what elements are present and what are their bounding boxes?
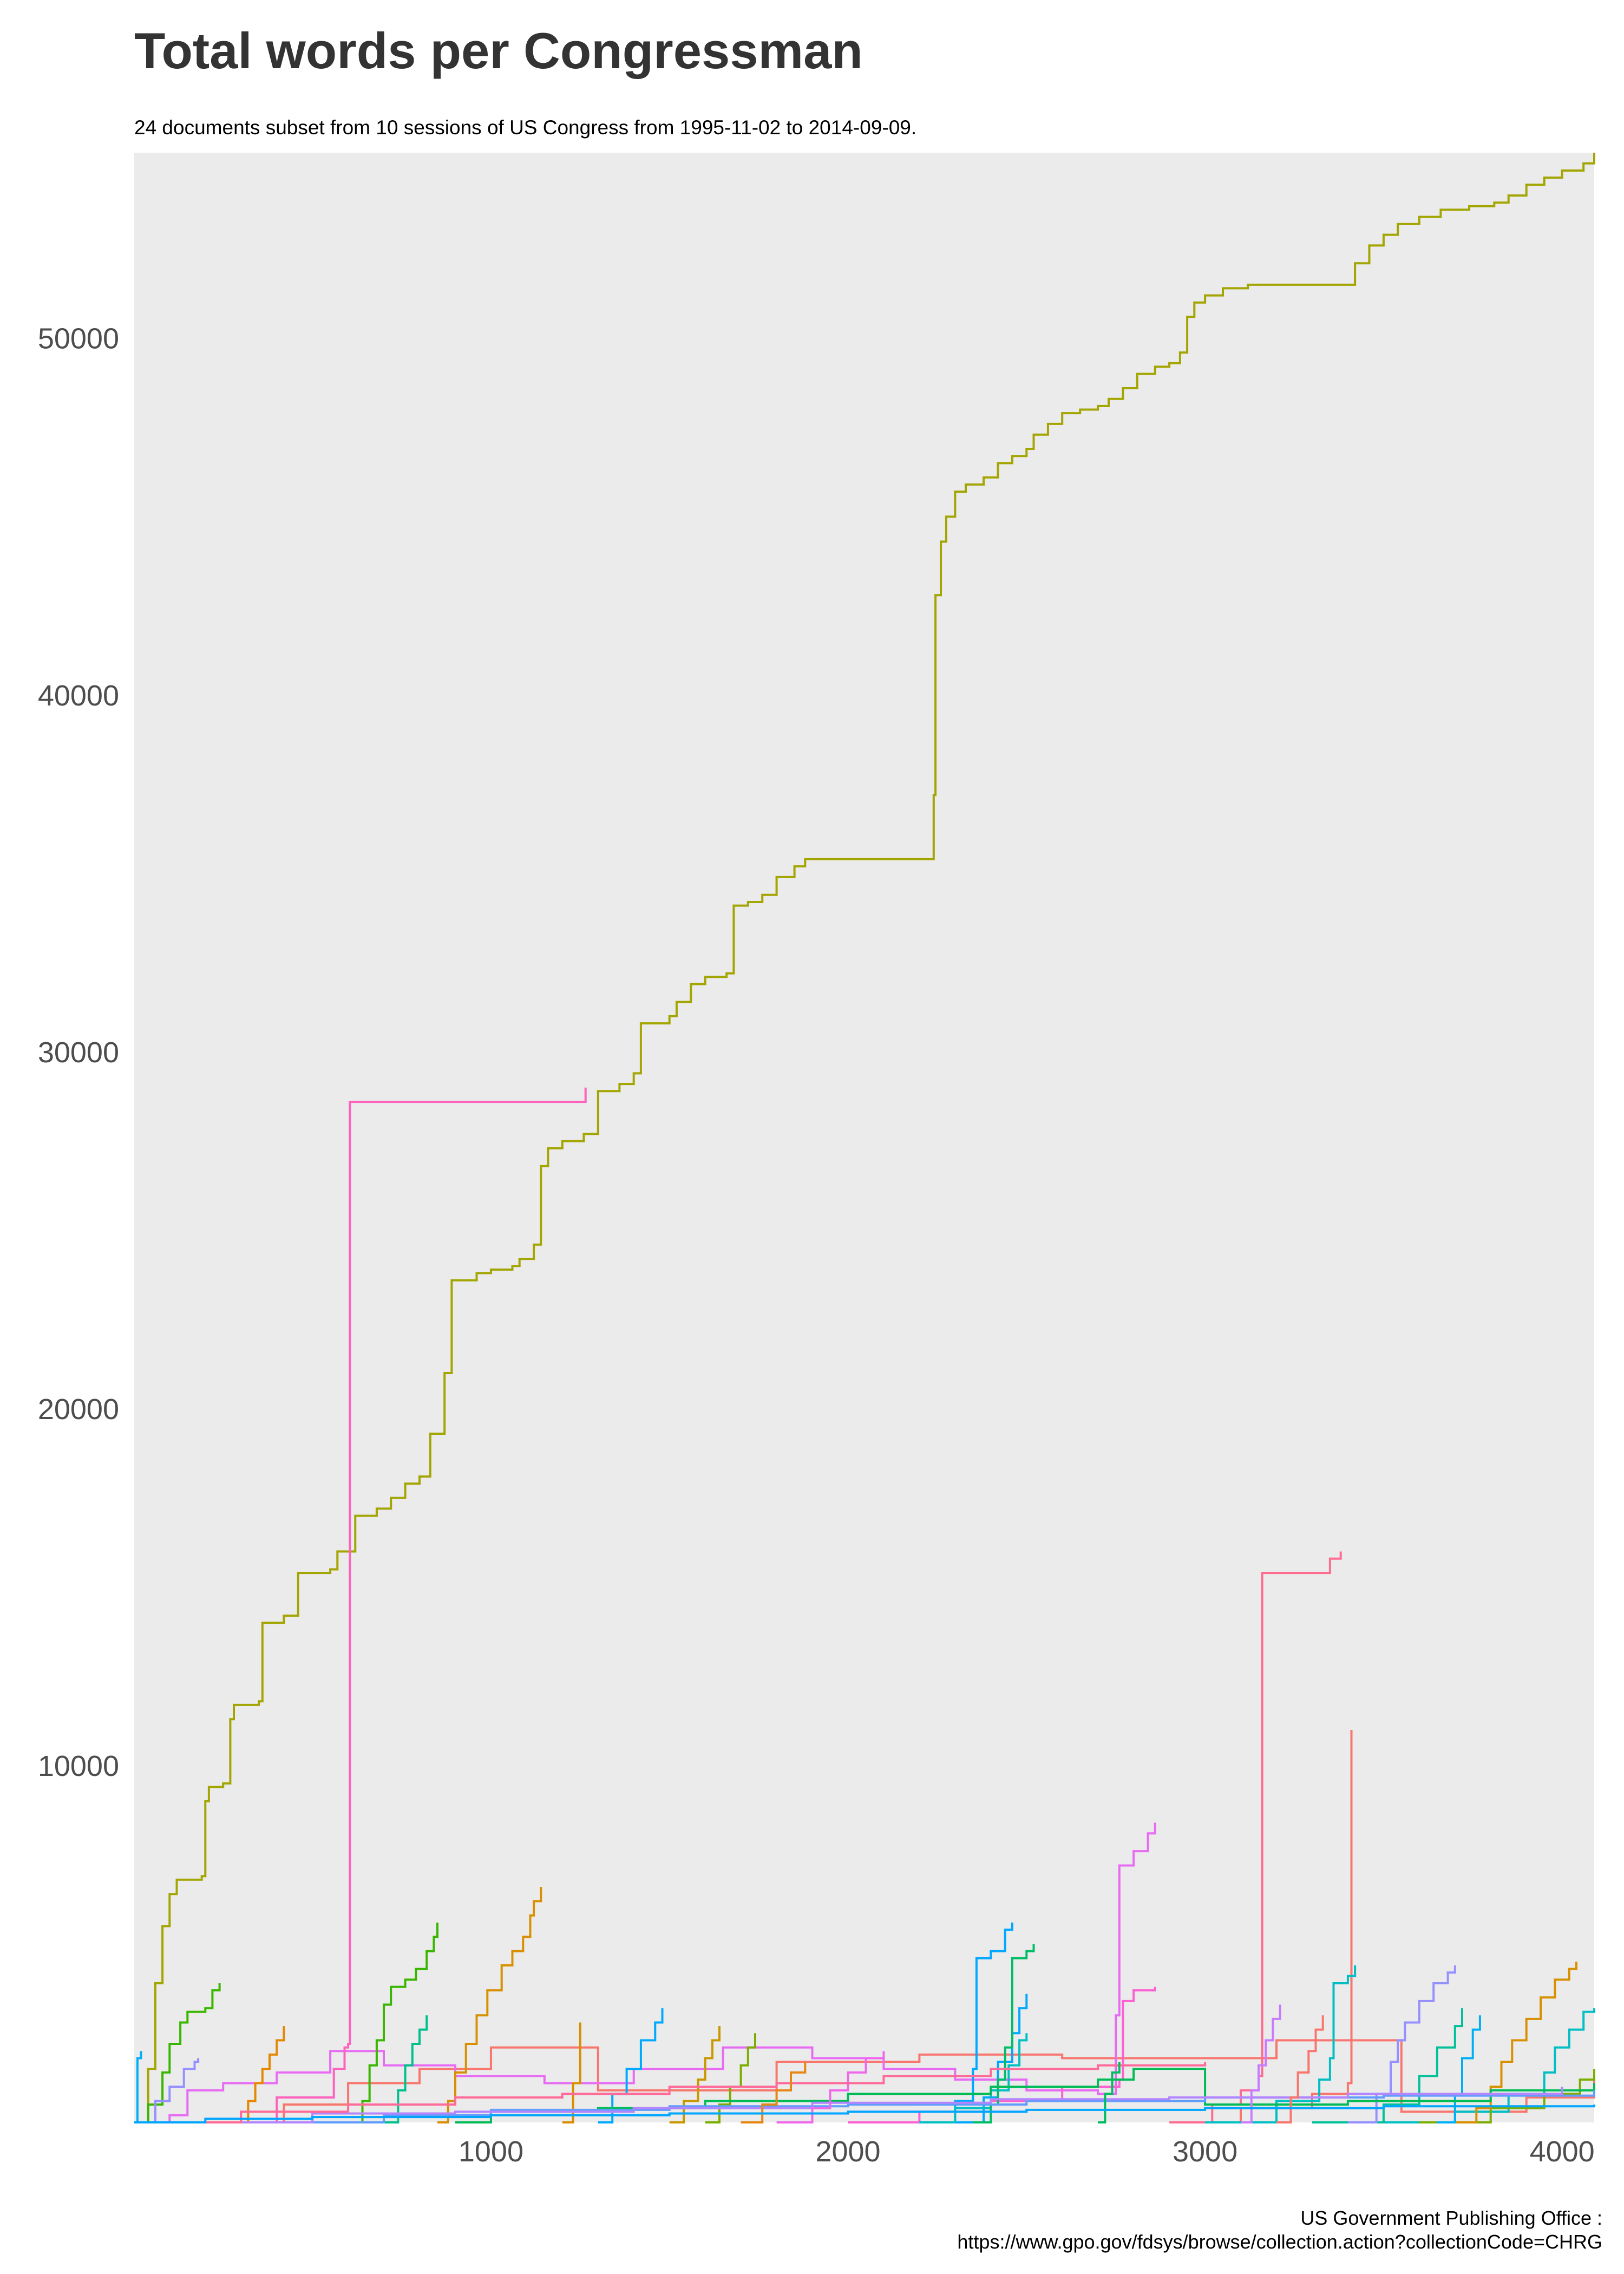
- source-caption-line2: https://www.gpo.gov/fdsys/browse/collect…: [957, 2231, 1602, 2253]
- x-tick-label: 4000: [1530, 2135, 1595, 2168]
- series-line: [1455, 1962, 1577, 2123]
- series-line: [241, 2026, 285, 2123]
- series-line: [1205, 1965, 1357, 2123]
- source-caption-line1: US Government Publishing Office :: [1300, 2207, 1602, 2229]
- series-line: [348, 1922, 438, 2123]
- series-line: [134, 153, 1595, 2123]
- series-line: [134, 1983, 221, 2123]
- series-line: [1437, 2015, 1481, 2123]
- series-line: [937, 1922, 1013, 2123]
- series-line: [134, 2058, 200, 2123]
- series-line: [562, 2022, 581, 2123]
- x-tick-label: 1000: [459, 2135, 523, 2168]
- plot-panel: [134, 153, 1594, 2122]
- series-line: [205, 1087, 587, 2123]
- x-tick-label: 2000: [815, 2135, 880, 2168]
- y-tick-label: 50000: [38, 323, 119, 355]
- axis-layer: 1000 2000 3000 4000 10000 20000 30000 40000 5000…: [38, 323, 1595, 2168]
- series-line: [1241, 2004, 1281, 2123]
- x-tick-label: 3000: [1173, 2135, 1237, 2168]
- y-tick-label: 20000: [38, 1393, 119, 1426]
- series-line: [134, 2062, 1207, 2123]
- series-layer: [134, 153, 1595, 2123]
- source-caption: US Government Publishing Office : https:…: [957, 2206, 1602, 2254]
- y-tick-label: 10000: [38, 1750, 119, 1782]
- series-line: [241, 2039, 1595, 2123]
- series-line: [919, 2033, 1028, 2123]
- chart-subtitle: 24 documents subset from 10 sessions of …: [134, 116, 917, 139]
- series-line: [169, 2087, 1563, 2123]
- series-line: [437, 1887, 542, 2123]
- series-line: [1312, 2008, 1463, 2123]
- series-line: [955, 1994, 1028, 2123]
- y-tick-label: 30000: [38, 1036, 119, 1069]
- y-tick-label: 40000: [38, 679, 119, 712]
- series-line: [741, 2062, 807, 2123]
- series-line: [384, 2015, 428, 2123]
- series-line: [1205, 1730, 1353, 2123]
- series-line: [1383, 2008, 1595, 2123]
- series-line: [134, 2105, 1595, 2123]
- chart-title: Total words per Congressman: [134, 22, 863, 79]
- series-line: [1276, 2015, 1324, 2123]
- series-line: [1098, 2062, 1121, 2123]
- series-line: [277, 2090, 1595, 2123]
- series-line: [598, 2008, 664, 2123]
